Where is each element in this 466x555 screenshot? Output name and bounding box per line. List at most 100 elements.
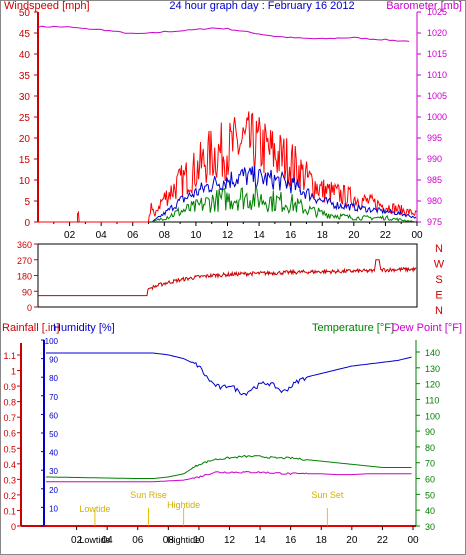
panel1-x-tick-label: 08 [159, 230, 171, 241]
rainfall-tick-label: 0.3 [3, 475, 16, 485]
barometer-tick-label: 1010 [427, 70, 447, 80]
temperature-tick-label: 140 [425, 348, 440, 358]
barometer-tick-label: 1020 [427, 28, 447, 38]
wind-tick-label: 45 [19, 29, 31, 40]
rainfall-tick-label: 1 [11, 367, 16, 377]
panel1-x-tick-label: 20 [348, 230, 360, 241]
temperature-tick-label: 60 [425, 475, 435, 485]
temperature-tick-label: 70 [425, 459, 435, 469]
barometer-tick-label: 980 [427, 196, 442, 206]
barometer-tick-label: 1015 [427, 49, 447, 59]
panel3-x-tick-label: 04 [102, 535, 114, 546]
barometer-tick-label: 990 [427, 154, 442, 164]
rainfall-tick-label: 0.2 [3, 491, 16, 501]
wind-axis-title: Windspeed [mph] [4, 0, 90, 12]
series-wind-avg [151, 166, 417, 223]
rainfall-tick-label: 0.5 [3, 444, 16, 454]
barometer-tick-label: 1000 [427, 112, 447, 122]
rainfall-tick-label: 0.4 [3, 460, 16, 470]
wind-tick-label: 35 [19, 71, 31, 82]
compass-label: W [434, 259, 445, 271]
temperature-tick-label: 40 [425, 506, 435, 516]
wind-tick-label: 50 [19, 8, 31, 19]
humidity-tick-label: 10 [49, 504, 58, 513]
wind-tick-label: 25 [19, 113, 31, 124]
barometer-axis-title: Barometer [mb] [386, 0, 462, 12]
rainfall-tick-label: 0.7 [3, 413, 16, 423]
humidity-tick-label: 50 [49, 430, 58, 439]
humidity-tick-label: 30 [49, 467, 58, 476]
rainfall-tick-label: 0 [11, 522, 16, 532]
wind-tick-label: 40 [19, 50, 31, 61]
temperature-tick-label: 30 [425, 522, 435, 532]
chart-title: 24 hour graph day : February 16 2012 [169, 0, 354, 12]
compass-label: N [435, 305, 443, 317]
panel3-x-tick-label: 16 [285, 535, 297, 546]
panel3-x-tick-label: 12 [224, 535, 236, 546]
barometer-tick-label: 1005 [427, 91, 447, 101]
humidity-tick-label: 90 [49, 356, 58, 365]
barometer-tick-label: 975 [427, 217, 442, 227]
panel3-x-tick-label: 10 [193, 535, 205, 546]
barometer-tick-label: 1025 [427, 7, 447, 17]
humidity-tick-label: 20 [49, 486, 58, 495]
panel3-x-tick-label: 06 [132, 535, 144, 546]
wind-tick-label: 10 [19, 176, 31, 187]
temperature-tick-label: 50 [425, 490, 435, 500]
temperature-tick-label: 80 [425, 443, 435, 453]
temperature-tick-label: 110 [425, 395, 439, 405]
direction-tick-label: 270 [17, 256, 32, 266]
panel3-x-tick-label: 22 [377, 535, 389, 546]
wind-tick-label: 20 [19, 134, 31, 145]
annotation-label: Lowtide [79, 504, 110, 514]
dewpoint-axis-title: Dew Point [°F] [392, 322, 462, 334]
compass-label: N [435, 243, 443, 255]
direction-tick-label: 90 [22, 287, 32, 297]
wind-tick-label: 30 [19, 92, 31, 103]
humidity-tick-label: 70 [49, 393, 58, 402]
series-humidity- [46, 352, 412, 397]
panel1-x-tick-label: 22 [380, 230, 392, 241]
tide-axis-label: Lowtide [79, 535, 110, 545]
series-barometer-mb- [37, 25, 410, 42]
panel1-x-tick-label: 00 [411, 230, 423, 241]
wind-tick-label: 0 [24, 218, 30, 229]
direction-tick-label: 360 [17, 240, 32, 250]
series-dew-point-f- [46, 470, 412, 483]
panel1-x-tick-label: 06 [127, 230, 139, 241]
annotation-label: Sun Rise [130, 490, 167, 500]
annotation-label: Hightide [167, 500, 200, 510]
temperature-axis-title: Temperature [°F] [312, 322, 394, 334]
temperature-tick-label: 90 [425, 427, 435, 437]
direction-tick-label: 0 [27, 303, 32, 313]
panel3-x-tick-label: 20 [346, 535, 358, 546]
series-wind-direction [38, 259, 417, 297]
series-temperature-f- [46, 454, 412, 479]
panel1-x-tick-label: 04 [96, 230, 108, 241]
panel1-x-tick-label: 14 [254, 230, 266, 241]
humidity-axis-title: Humidity [%] [53, 322, 115, 334]
temperature-tick-label: 100 [425, 411, 440, 421]
annotation-label: Sun Set [311, 490, 344, 500]
humidity-tick-label: 40 [49, 449, 58, 458]
tide-axis-label: Hightide [167, 535, 200, 545]
rainfall-tick-label: 0.6 [3, 429, 16, 439]
wind-tick-label: 5 [24, 197, 30, 208]
series-wind-min [151, 186, 416, 223]
compass-label: S [435, 274, 442, 286]
barometer-tick-label: 995 [427, 133, 442, 143]
temperature-tick-label: 130 [425, 364, 440, 374]
compass-label: E [435, 290, 442, 302]
panel1-x-tick-label: 02 [64, 230, 76, 241]
temperature-tick-label: 120 [425, 380, 440, 390]
series-wind-gust [38, 111, 417, 223]
panel3-x-tick-label: 02 [71, 535, 83, 546]
panel3-x-tick-label: 14 [255, 535, 267, 546]
panel1-x-tick-label: 10 [190, 230, 202, 241]
rainfall-axis-title: Rainfall [.in] [2, 322, 59, 334]
rainfall-tick-label: 1.1 [3, 351, 16, 361]
rainfall-tick-label: 0.9 [3, 382, 16, 392]
panel1-x-tick-label: 12 [222, 230, 234, 241]
